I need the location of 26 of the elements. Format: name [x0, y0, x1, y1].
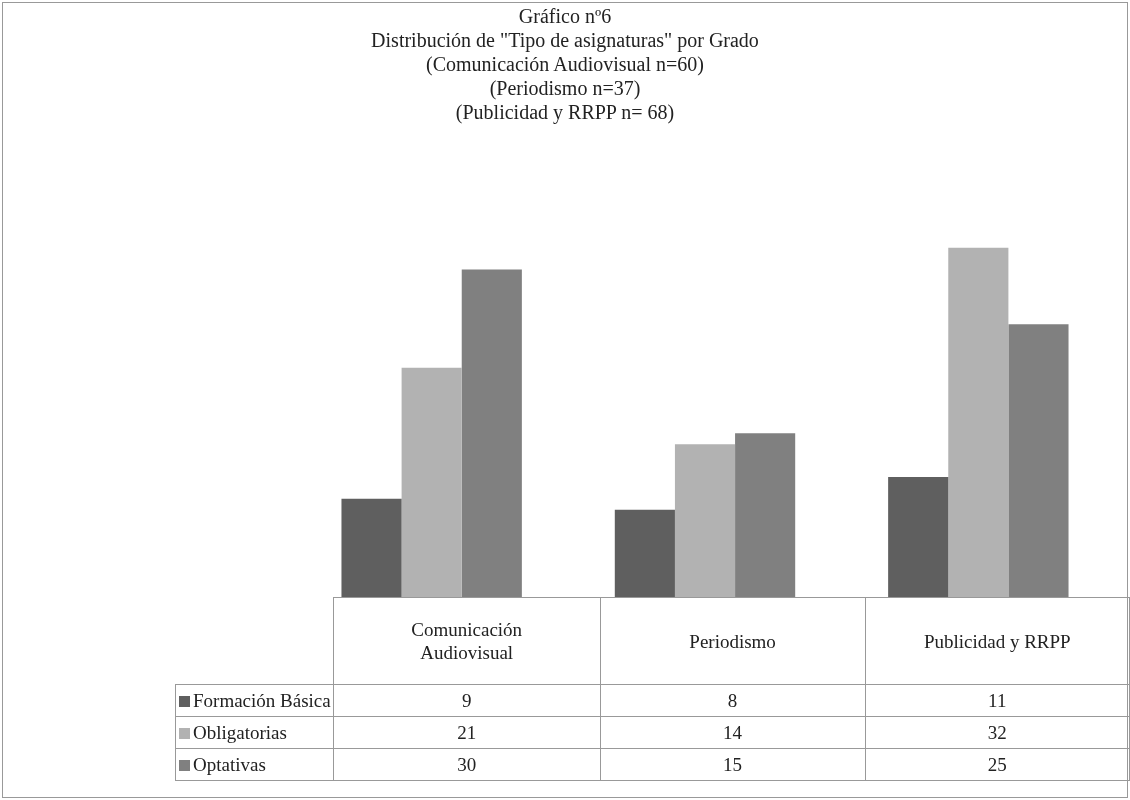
data-label: 32 — [865, 716, 1130, 749]
bar — [461, 269, 522, 597]
bar — [888, 476, 949, 597]
bar — [1008, 324, 1069, 597]
data-label: 8 — [600, 684, 866, 717]
data-label: 25 — [865, 748, 1130, 781]
bar — [948, 247, 1009, 597]
data-label: 14 — [600, 716, 866, 749]
x-tick-label: Comunicación Audiovisual — [333, 597, 601, 685]
data-label: 11 — [865, 684, 1130, 717]
legend-label: Obligatorias — [175, 716, 334, 749]
bar — [735, 433, 796, 597]
bar — [341, 498, 402, 597]
x-tick-label: Publicidad y RRPP — [865, 597, 1130, 685]
data-label: 15 — [600, 748, 866, 781]
bar — [401, 367, 462, 597]
legend-label: Optativas — [175, 748, 334, 781]
data-label: 21 — [333, 716, 601, 749]
bar — [674, 444, 736, 597]
chart-subtitle: Distribución de "Tipo de asignaturas" por Grado (Comunicación Audiovisual n=60) (Periodismo n=37) (Publicidad y RRPP n= 68) — [370, 28, 760, 124]
chart-title: Gráfico nº6 — [517, 4, 613, 28]
legend-label: Formación Básica — [175, 684, 334, 717]
data-label: 9 — [333, 684, 601, 717]
bar — [614, 509, 675, 597]
data-label: 30 — [333, 748, 601, 781]
x-tick-label: Periodismo — [600, 597, 866, 685]
